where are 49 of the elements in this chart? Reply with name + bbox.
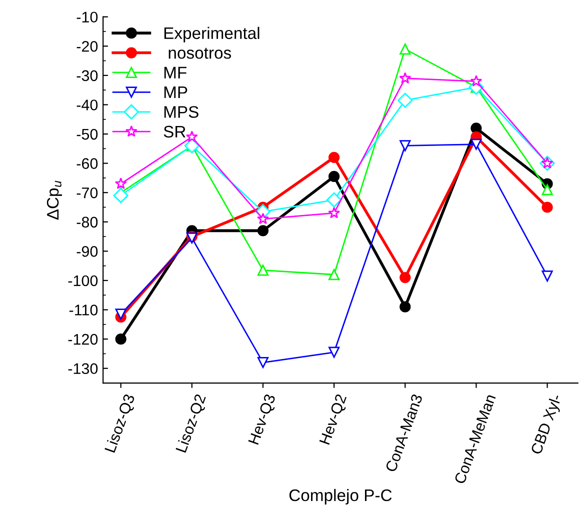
x-axis-title: Complejo P-C — [289, 488, 392, 504]
legend-label: nosotros — [168, 48, 232, 59]
point — [400, 272, 411, 284]
point — [542, 202, 553, 213]
y-tick-label: -10 — [76, 12, 98, 23]
y-tick-label: -70 — [76, 187, 98, 198]
point — [186, 130, 198, 142]
y-tick-label: -110 — [69, 304, 98, 316]
point — [400, 44, 411, 55]
y-tick-label: -120 — [68, 334, 98, 345]
point — [257, 264, 269, 276]
y-axis-title: ΔCp$_{u}$ — [46, 180, 62, 220]
legend-label: MF — [164, 66, 186, 78]
point — [542, 270, 553, 282]
y-tick-label: -50 — [76, 128, 98, 140]
legend-label: Experimental — [164, 26, 260, 42]
y-tick-label: -100 — [68, 275, 98, 286]
point — [257, 356, 269, 368]
legend-label: MPS — [164, 106, 198, 118]
point — [115, 308, 126, 320]
y-tick-label: -20 — [76, 40, 98, 52]
y-tick-label: -130 — [68, 363, 98, 374]
point — [400, 301, 411, 312]
point — [328, 170, 340, 182]
y-tick-label: -90 — [76, 246, 98, 257]
y-tick-label: -80 — [76, 216, 98, 228]
legend-label: SR — [164, 126, 186, 138]
legend-label: MP — [164, 86, 188, 98]
point — [113, 188, 128, 204]
point — [257, 225, 269, 236]
point — [470, 75, 482, 86]
point — [257, 212, 269, 224]
point — [328, 206, 340, 218]
point — [399, 72, 412, 84]
point — [470, 138, 482, 150]
y-tick-label: -40 — [76, 100, 98, 110]
point — [328, 269, 340, 280]
y-tick-label: -30 — [76, 70, 98, 82]
y-tick-label: -60 — [76, 158, 98, 169]
point — [115, 334, 126, 345]
point — [400, 140, 411, 152]
point — [328, 152, 340, 163]
x-tick-label: CBD Xyl- — [530, 393, 564, 456]
point — [398, 92, 413, 108]
point — [470, 122, 482, 134]
point — [542, 184, 553, 196]
point — [328, 346, 340, 358]
point — [114, 178, 127, 189]
point — [326, 192, 342, 208]
